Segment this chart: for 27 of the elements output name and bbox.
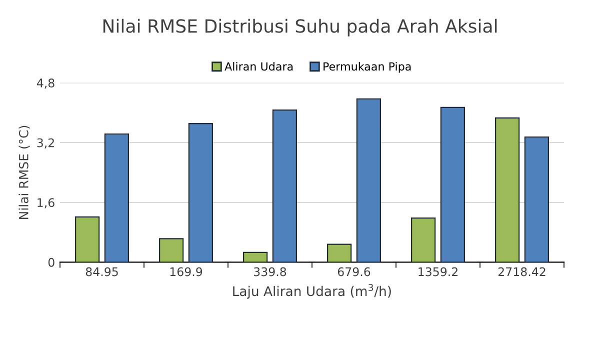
bar — [104, 133, 130, 262]
bar — [188, 122, 214, 262]
bar — [356, 98, 382, 262]
bar — [440, 106, 466, 262]
y-axis-title: Nilai RMSE (°C) — [18, 126, 30, 219]
bar — [410, 218, 436, 262]
x-tick-label: 2718.42 — [498, 267, 546, 276]
bar — [326, 244, 352, 262]
legend-label: Permukaan Pipa — [324, 62, 411, 73]
bar — [74, 216, 100, 262]
y-tick-label: 0 — [48, 258, 54, 267]
x-tick-label: 1359.2 — [418, 267, 458, 276]
bar — [158, 238, 184, 262]
x-tick-label: 679.6 — [338, 267, 370, 276]
bar — [272, 110, 298, 262]
y-tick-label: 4,8 — [36, 78, 54, 89]
bar — [242, 252, 268, 262]
x-axis-title: Laju Aliran Udara (m$^{3}$/h) — [233, 284, 391, 299]
legend-label: Aliran Udara — [224, 62, 293, 71]
y-tick-label: 3,2 — [37, 138, 54, 148]
x-tick-label: 169.9 — [170, 267, 202, 276]
y-tick-label: 1,6 — [38, 198, 54, 208]
bar — [524, 136, 550, 262]
x-tick-label: 339.8 — [254, 267, 286, 276]
x-tick-label: 84.95 — [86, 267, 118, 276]
chart-title: Nilai RMSE Distribusi Suhu pada Arah Aksial — [103, 18, 497, 36]
bar — [494, 117, 520, 262]
